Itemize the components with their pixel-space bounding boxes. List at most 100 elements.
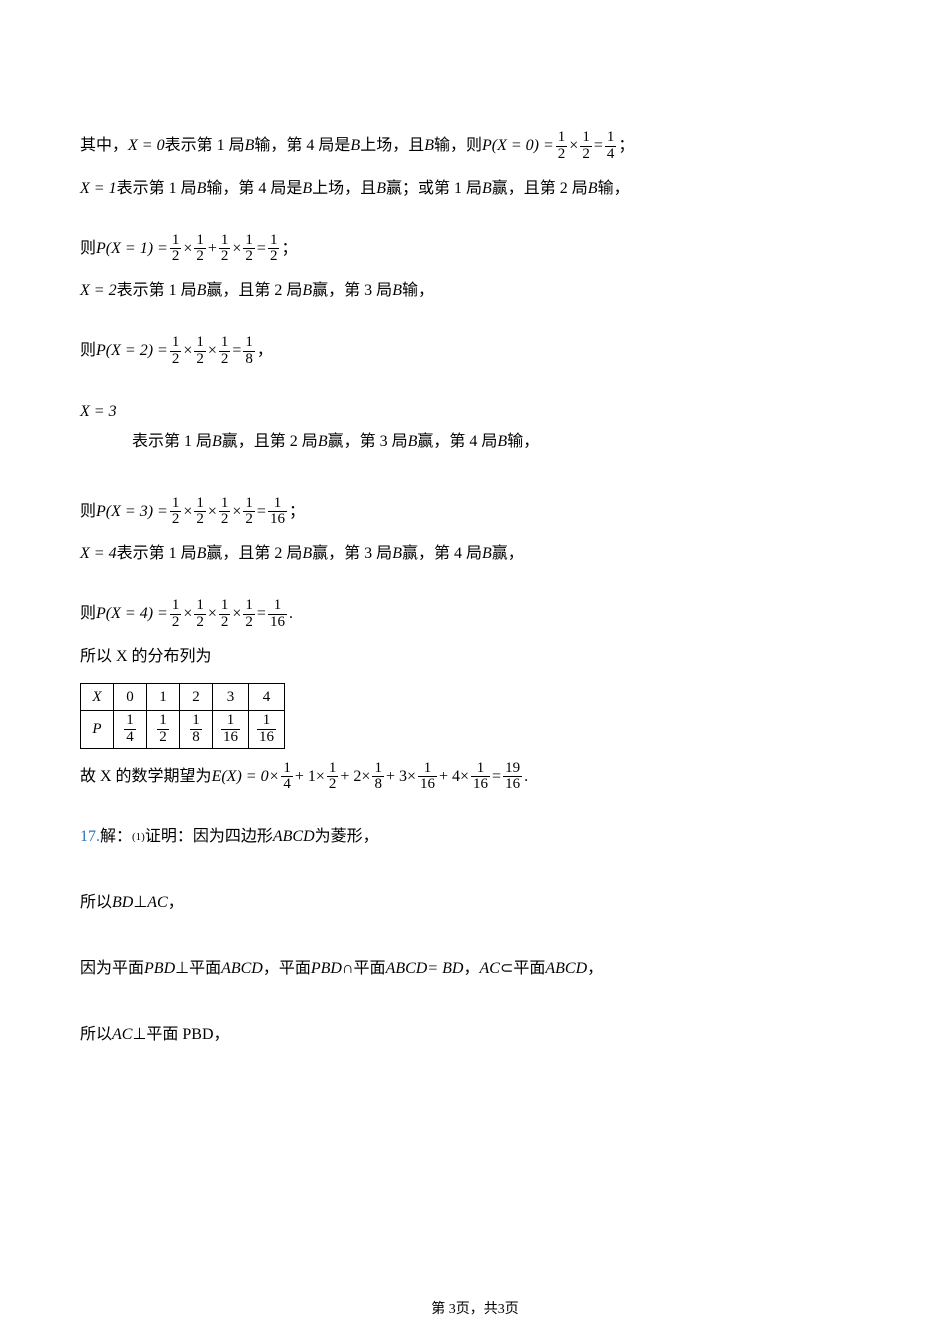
- times: ×: [183, 602, 192, 626]
- text: ，: [463, 957, 479, 981]
- text: + 3×: [386, 765, 416, 789]
- frac: 12: [219, 598, 231, 631]
- px0: P(X = 0) =: [482, 134, 554, 158]
- math-x4: X = 4: [80, 542, 117, 566]
- text: 输，: [402, 279, 434, 303]
- perp-symbol: ⊥: [175, 957, 189, 981]
- var-B: B: [408, 430, 418, 454]
- part-number: (1): [132, 829, 145, 846]
- text: 则: [80, 339, 96, 363]
- distribution-table: X 0 1 2 3 4 P 14 12 18 116 116: [80, 683, 285, 749]
- x3-description-cont: 表示第 1 局 B 赢，且第 2 局 B 赢，第 3 局 B 赢，第 4 局 B…: [132, 430, 870, 454]
- cell-P: P: [81, 711, 114, 749]
- frac: 116: [471, 761, 490, 794]
- var-B: B: [588, 177, 598, 201]
- plus: +: [208, 237, 217, 261]
- text: 输，则: [434, 134, 482, 158]
- text: ；: [281, 237, 297, 261]
- ex-eq: E(X) = 0×: [212, 765, 280, 789]
- times: ×: [183, 500, 192, 524]
- text: .: [524, 765, 528, 789]
- text: + 4×: [439, 765, 469, 789]
- var-BD: BD: [112, 891, 133, 915]
- eq: =: [257, 500, 266, 524]
- var-B: B: [197, 177, 207, 201]
- var-ABCD: ABCD: [386, 957, 428, 981]
- frac: 12: [170, 335, 182, 368]
- text: 所以: [80, 891, 112, 915]
- text: ，: [587, 957, 603, 981]
- cell: 116: [213, 711, 249, 749]
- frac: 12: [219, 335, 231, 368]
- text: 赢，第 4 局: [402, 542, 482, 566]
- distribution-intro: 所以 X 的分布列为: [80, 645, 870, 669]
- frac-result: 1916: [503, 761, 522, 794]
- var-B: B: [245, 134, 255, 158]
- text: 故 X 的数学期望为: [80, 765, 212, 789]
- x2-description: X = 2 表示第 1 局 B 赢，且第 2 局 B 赢，第 3 局 B 输，: [80, 279, 870, 303]
- text: 输，: [598, 177, 630, 201]
- text: 赢，且第 2 局: [222, 430, 318, 454]
- cell: 1: [147, 683, 180, 711]
- text: 解：: [100, 825, 132, 849]
- frac: 12: [194, 598, 206, 631]
- frac-half: 12: [556, 130, 568, 163]
- text: ，: [257, 339, 273, 363]
- math-x2: X = 2: [80, 279, 117, 303]
- text: 赢，第 3 局: [312, 279, 392, 303]
- var-ABCD: ABCD: [221, 957, 263, 981]
- frac: 12: [194, 335, 206, 368]
- var-ABCD: ABCD: [273, 825, 315, 849]
- perp-symbol: ⊥: [133, 891, 147, 915]
- var-AC: AC: [112, 1023, 132, 1047]
- text: ，平面: [263, 957, 311, 981]
- times: ×: [208, 339, 217, 363]
- frac: 12: [243, 598, 255, 631]
- text: 上场，且: [360, 134, 424, 158]
- var-B: B: [392, 542, 402, 566]
- frac: 12: [194, 496, 206, 529]
- text: 所以: [80, 1023, 112, 1047]
- text: .: [289, 602, 293, 626]
- text: 赢，第 3 局: [328, 430, 408, 454]
- cell: 12: [147, 711, 180, 749]
- var-B: B: [302, 542, 312, 566]
- var-B: B: [212, 430, 222, 454]
- var-AC: AC: [479, 957, 499, 981]
- eq: =: [594, 134, 603, 158]
- text: 其中，: [80, 134, 128, 158]
- text: 则: [80, 500, 96, 524]
- bd-perp-ac: 所以 BD ⊥ AC ，: [80, 891, 870, 915]
- var-B: B: [302, 279, 312, 303]
- table-row: X 0 1 2 3 4: [81, 683, 285, 711]
- text: 平面 PBD，: [146, 1023, 229, 1047]
- var-B: B: [350, 134, 360, 158]
- frac: 18: [372, 761, 384, 794]
- times: ×: [232, 500, 241, 524]
- final-conclusion: 所以 AC ⊥ 平面 PBD，: [80, 1023, 870, 1047]
- frac-result: 12: [268, 233, 280, 266]
- text: 赢；或第 1 局: [386, 177, 482, 201]
- x1-calc: 则 P(X = 1) = 12 × 12 + 12 × 12 = 12 ；: [80, 233, 870, 266]
- eq: =: [232, 339, 241, 363]
- frac: 12: [170, 233, 182, 266]
- frac: 12: [243, 233, 255, 266]
- cell: 4: [249, 683, 285, 711]
- times: ×: [232, 602, 241, 626]
- text: 因为平面: [80, 957, 144, 981]
- frac-result: 18: [243, 335, 255, 368]
- cap-symbol: ∩: [342, 957, 354, 981]
- var-PBD: PBD: [311, 957, 342, 981]
- q17-line: 17. 解： (1) 证明：因为四边形 ABCD 为菱形，: [80, 825, 870, 849]
- text: + 2×: [340, 765, 370, 789]
- frac: 12: [170, 496, 182, 529]
- eq: =: [257, 237, 266, 261]
- var-B: B: [497, 430, 507, 454]
- frac-result: 116: [268, 598, 287, 631]
- text: 赢，且第 2 局: [206, 542, 302, 566]
- text: + 1×: [295, 765, 325, 789]
- cell-X: X: [81, 683, 114, 711]
- x1-description: X = 1 表示第 1 局 B 输，第 4 局是 B 上场，且 B 赢；或第 1…: [80, 177, 870, 201]
- px2: P(X = 2) =: [96, 339, 168, 363]
- cell: 14: [114, 711, 147, 749]
